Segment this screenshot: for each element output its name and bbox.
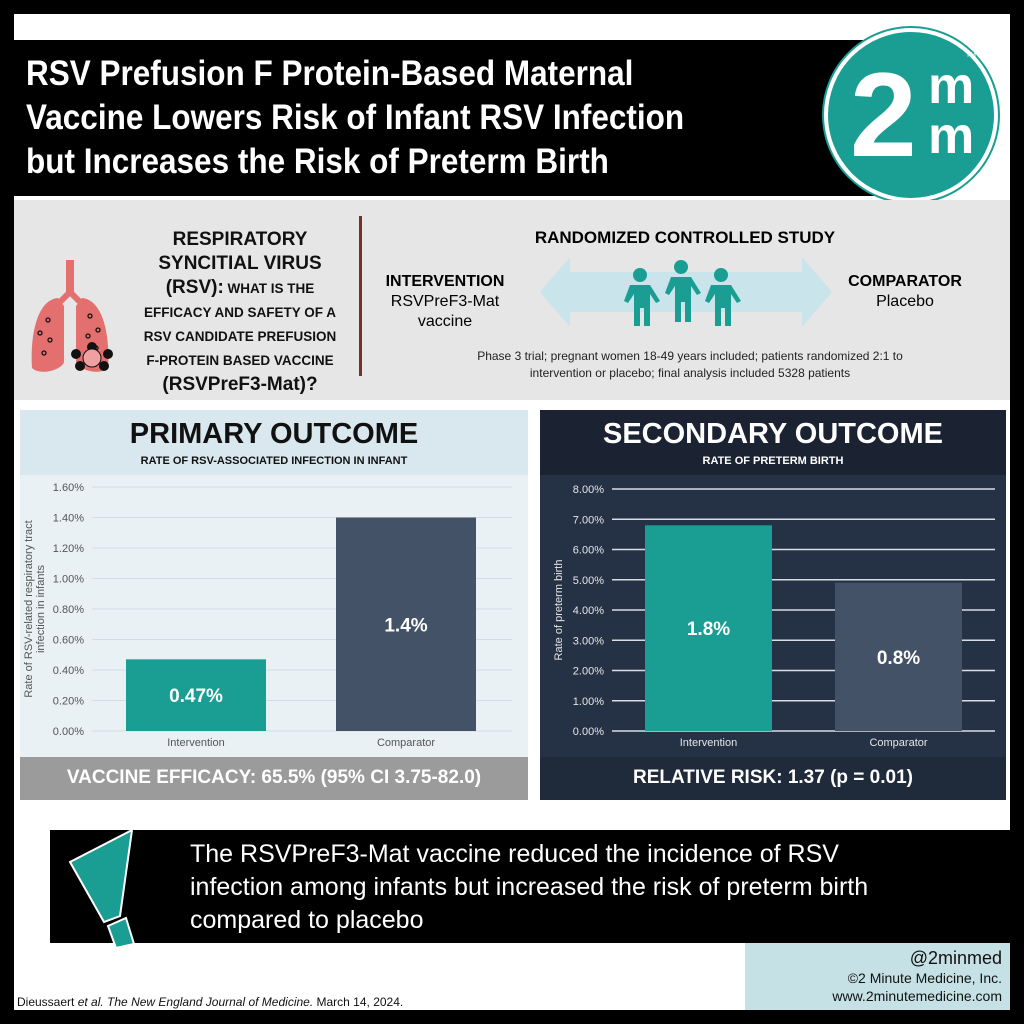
- question-line: (RSV):: [165, 277, 224, 298]
- y-tick-label: 3.00%: [573, 635, 604, 647]
- primary-outcome-title: PRIMARY OUTCOME: [129, 418, 419, 450]
- bar-value-label: 0.47%: [169, 686, 223, 707]
- y-tick-label: 0.20%: [53, 696, 84, 708]
- question-line: F-PROTEIN BASED VACCINE: [146, 353, 334, 368]
- conclusion-line: The RSVPreF3-Mat vaccine reduced the inc…: [190, 840, 839, 868]
- design-line: Phase 3 trial; pregnant women 18-49 year…: [477, 349, 903, 363]
- y-axis-title: Rate of RSV-related respiratory tract: [23, 520, 35, 697]
- relative-risk-bar: RELATIVE RISK: 1.37 (p = 0.01): [540, 757, 1006, 800]
- research-question: RESPIRATORY SYNCITIAL VIRUS (RSV): WHAT …: [130, 228, 350, 397]
- conclusion-text: The RSVPreF3-Mat vaccine reduced the inc…: [190, 838, 1010, 937]
- citation-authors: Dieussaert: [17, 995, 75, 1009]
- citation-date: March 14, 2024.: [313, 995, 404, 1009]
- secondary-outcome-header: SECONDARY OUTCOME RATE OF PRETERM BIRTH: [540, 410, 1006, 475]
- vaccine-efficacy: VACCINE EFFICACY: 65.5% (95% CI 3.75-82.…: [66, 767, 482, 788]
- bar-comparator: [835, 582, 962, 731]
- y-axis-title: Rate of preterm birth: [553, 560, 565, 661]
- y-tick-label: 1.40%: [53, 513, 84, 525]
- design-line: intervention or placebo; final analysis …: [529, 366, 851, 380]
- bar-value-label: 1.4%: [384, 615, 427, 636]
- title-line: Vaccine Lowers Risk of Infant RSV Infect…: [26, 98, 685, 137]
- y-tick-label: 0.00%: [53, 726, 84, 738]
- x-category-label: Comparator: [377, 737, 435, 749]
- comparator-value: Placebo: [876, 293, 934, 310]
- vaccine-efficacy-bar: VACCINE EFFICACY: 65.5% (95% CI 3.75-82.…: [20, 757, 528, 800]
- x-category-label: Intervention: [167, 737, 224, 749]
- y-tick-label: 1.60%: [53, 482, 84, 494]
- bar-value-label: 0.8%: [877, 648, 920, 669]
- y-tick-label: 0.40%: [53, 665, 84, 677]
- y-tick-label: 0.80%: [53, 604, 84, 616]
- y-tick-label: 1.00%: [53, 574, 84, 586]
- y-tick-label: 2.00%: [573, 666, 604, 678]
- conclusion-line: infection among infants but increased th…: [190, 873, 869, 901]
- citation-journal: The New England Journal of Medicine.: [103, 995, 314, 1009]
- citation: Dieussaert et al. The New England Journa…: [17, 995, 403, 1009]
- y-tick-label: 1.00%: [573, 696, 604, 708]
- y-tick-label: 7.00%: [573, 514, 604, 526]
- primary-outcome-chart: 0.00% 0.20% 0.40% 0.60% 0.80% 1.00% 1.20% 1.40%…: [23, 482, 512, 749]
- intervention-value: RSVPreF3-Mat: [390, 293, 500, 310]
- secondary-outcome-title: SECONDARY OUTCOME: [603, 418, 943, 450]
- x-category-label: Intervention: [680, 737, 737, 749]
- question-line: EFFICACY AND SAFETY OF A: [143, 305, 336, 320]
- y-tick-label: 5.00%: [573, 575, 604, 587]
- y-tick-label: 0.00%: [573, 726, 604, 738]
- question-line: RESPIRATORY: [172, 229, 308, 250]
- lungs-virus-icon: [31, 260, 113, 372]
- y-axis-title: infection in infants: [35, 564, 47, 653]
- intervention-arm: INTERVENTION RSVPreF3-Mat vaccine: [375, 272, 515, 332]
- website-link[interactable]: www.2minutemedicine.com: [832, 988, 1002, 1004]
- study-overview: [14, 200, 1010, 400]
- comparator-arm: COMPARATOR Placebo: [840, 272, 970, 312]
- y-tick-label: 4.00%: [573, 605, 604, 617]
- conclusion-line: compared to placebo: [190, 906, 424, 934]
- 2mm-logo: 2 m m TM: [824, 28, 998, 202]
- bar-intervention: [126, 659, 266, 731]
- title-line: RSV Prefusion F Protein-Based Maternal: [26, 54, 634, 93]
- study-type-heading: RANDOMIZED CONTROLLED STUDY: [534, 228, 836, 247]
- copyright: ©2 Minute Medicine, Inc.: [847, 970, 1002, 986]
- question-line: WHAT IS THE: [223, 281, 315, 296]
- double-arrow-people-icon: [540, 257, 832, 327]
- study-design: Phase 3 trial; pregnant women 18-49 year…: [430, 348, 950, 382]
- question-line: SYNCITIAL VIRUS: [158, 253, 322, 274]
- conclusion-box: [50, 830, 1010, 943]
- comparator-label: COMPARATOR: [848, 273, 962, 290]
- secondary-outcome-chart: 0.00% 1.00% 2.00% 3.00% 4.00% 5.00% 6.00% 7.00%…: [553, 484, 995, 749]
- intervention-label: INTERVENTION: [385, 273, 505, 290]
- primary-outcome-subtitle: RATE OF RSV-ASSOCIATED INFECTION IN INFA…: [140, 455, 408, 467]
- y-tick-label: 0.60%: [53, 635, 84, 647]
- primary-outcome-header: PRIMARY OUTCOME RATE OF RSV-ASSOCIATED I…: [20, 410, 528, 475]
- trademark: TM: [965, 52, 976, 59]
- question-line: (RSVPreF3-Mat)?: [162, 374, 318, 395]
- y-tick-label: 6.00%: [573, 545, 604, 557]
- bar-value-label: 1.8%: [687, 619, 730, 640]
- section-divider: [359, 216, 362, 376]
- bar-intervention: [645, 525, 772, 731]
- question-line: RSV CANDIDATE PREFUSION: [143, 329, 337, 344]
- y-tick-label: 8.00%: [573, 484, 604, 496]
- brand-box: @2minmed ©2 Minute Medicine, Inc. www.2m…: [745, 943, 1010, 1010]
- secondary-outcome-subtitle: RATE OF PRETERM BIRTH: [702, 455, 844, 467]
- page-title: RSV Prefusion F Protein-Based Maternal V…: [26, 52, 746, 184]
- x-category-label: Comparator: [869, 737, 927, 749]
- intervention-value: vaccine: [417, 313, 473, 330]
- relative-risk: RELATIVE RISK: 1.37 (p = 0.01): [633, 767, 913, 788]
- exclamation-icon: [68, 828, 136, 948]
- bar-comparator: [336, 517, 476, 731]
- citation-etal: et al.: [74, 995, 104, 1009]
- title-banner: [14, 40, 894, 196]
- title-line: but Increases the Risk of Preterm Birth: [26, 142, 609, 181]
- social-handle: @2minmed: [909, 948, 1002, 968]
- y-tick-label: 1.20%: [53, 543, 84, 555]
